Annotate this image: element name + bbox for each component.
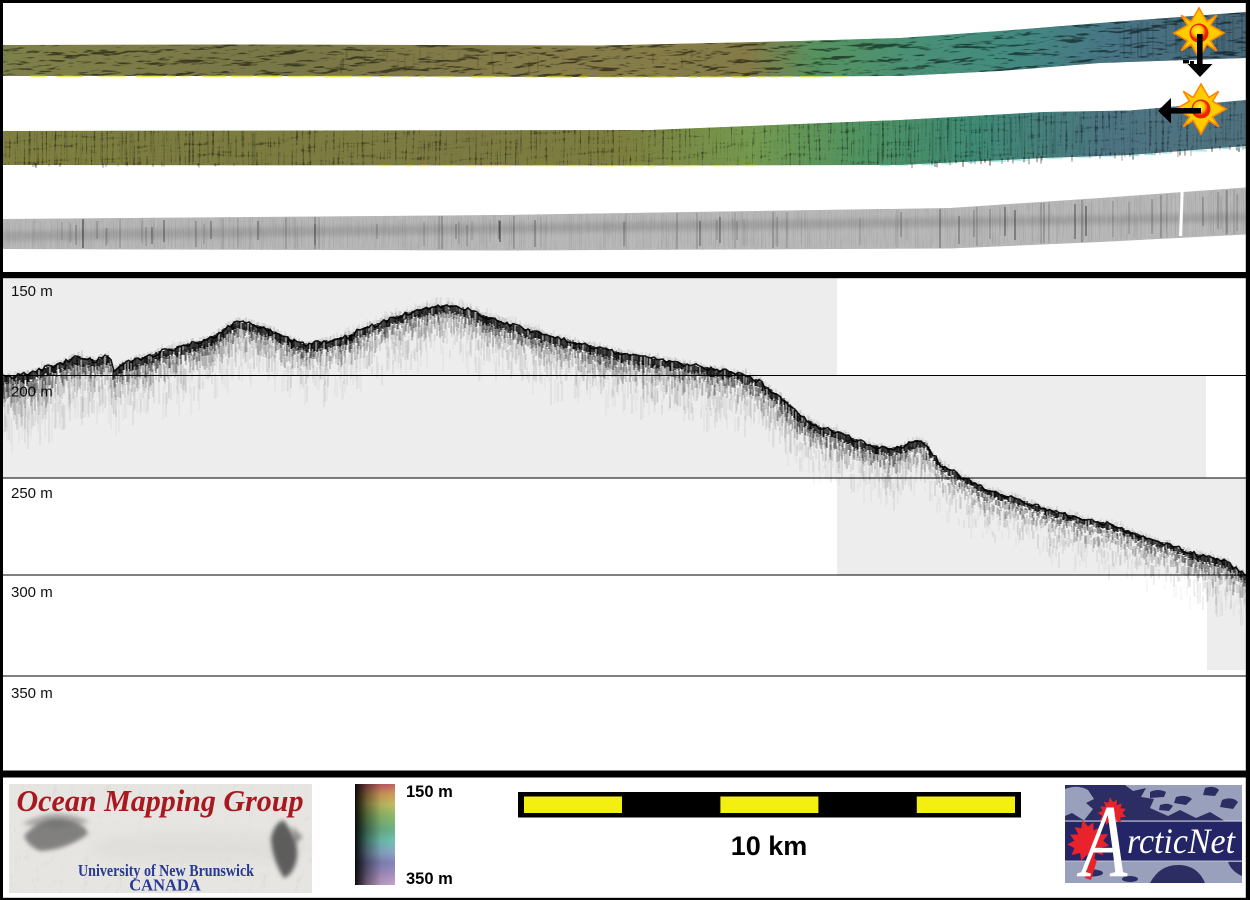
svg-text:150 m: 150 m bbox=[11, 283, 53, 300]
svg-text:CANADA: CANADA bbox=[129, 876, 201, 895]
svg-text:University of New Brunswick: University of New Brunswick bbox=[78, 861, 255, 880]
svg-text:350 m: 350 m bbox=[406, 870, 453, 888]
svg-text:A: A bbox=[1077, 783, 1128, 898]
svg-text:250 m: 250 m bbox=[11, 485, 53, 502]
svg-text:rcticNet: rcticNet bbox=[1127, 821, 1236, 861]
svg-text:300 m: 300 m bbox=[11, 584, 53, 601]
svg-text:350 m: 350 m bbox=[11, 685, 53, 702]
svg-text:Ocean Mapping Group: Ocean Mapping Group bbox=[17, 783, 304, 818]
svg-text:150 m: 150 m bbox=[406, 783, 453, 801]
svg-text:10 km: 10 km bbox=[731, 831, 808, 861]
